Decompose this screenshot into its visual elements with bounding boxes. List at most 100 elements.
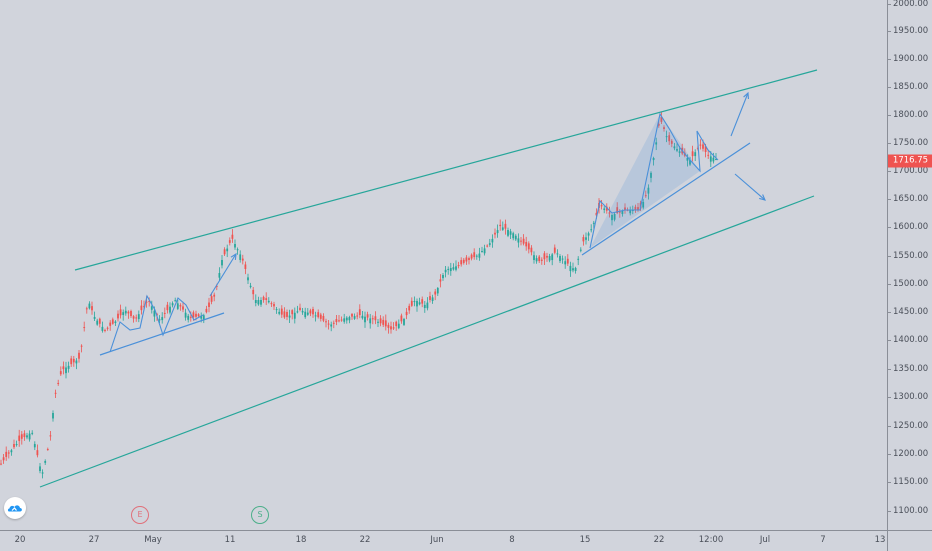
candle-body <box>561 258 564 260</box>
candle-body <box>314 315 317 317</box>
candle-body <box>239 254 242 260</box>
candle-body <box>408 305 411 311</box>
candle-body <box>39 466 41 472</box>
candle-body <box>709 156 712 162</box>
candle-body <box>234 244 236 248</box>
candle-body <box>163 312 166 314</box>
candle-body <box>241 258 244 261</box>
candle-body <box>712 157 715 162</box>
candle-body <box>457 265 460 267</box>
candle-body <box>215 285 218 287</box>
candle-body <box>189 316 192 318</box>
price-tick: 1100.00 <box>887 506 929 516</box>
candle-body <box>49 435 52 437</box>
candle-body <box>699 144 702 146</box>
candle-body <box>213 294 216 297</box>
candle-body <box>325 321 327 323</box>
channel-upper-line <box>74 69 818 271</box>
candle-body <box>88 303 91 309</box>
candle-body <box>257 300 260 305</box>
down-arrow-breakdown-head <box>759 194 766 201</box>
up-arrow-early-shaft <box>209 253 237 297</box>
candle-body <box>166 304 169 311</box>
candle-body <box>306 312 309 315</box>
candle-body <box>361 315 364 319</box>
candle-body <box>605 206 608 211</box>
price-tick: 1500.00 <box>887 279 929 289</box>
candle-body <box>657 123 660 126</box>
candle-body <box>371 318 374 320</box>
candle-body <box>530 247 533 253</box>
candle-body <box>137 314 140 320</box>
candle-body <box>704 146 707 152</box>
candle-body <box>520 240 522 242</box>
chart-area[interactable]: E S <box>0 0 887 530</box>
candle-body <box>694 152 697 157</box>
candle-body <box>179 305 182 307</box>
candle-body <box>356 315 359 317</box>
candle-body <box>421 299 424 304</box>
candle-body <box>15 444 18 446</box>
candle-body <box>169 306 171 313</box>
price-tick: 1250.00 <box>887 421 929 431</box>
candle-body <box>351 314 353 317</box>
candle-body <box>345 317 348 321</box>
time-tick: 11 <box>224 535 236 545</box>
candle-body <box>335 319 338 323</box>
price-tick: 1150.00 <box>887 477 929 487</box>
candle-body <box>5 451 8 457</box>
candle-body <box>369 318 372 324</box>
candle-body <box>504 223 507 229</box>
candle-body <box>140 305 143 311</box>
pattern-zigzag <box>109 294 204 353</box>
candle-body <box>26 435 28 438</box>
candle-body <box>75 360 78 364</box>
time-axis[interactable]: 20 27 May 11 18 22 Jun 8 15 22 12:00 Jul… <box>0 530 887 551</box>
candle-body <box>577 258 580 260</box>
split-marker[interactable]: S <box>251 506 269 524</box>
candle-body <box>525 241 528 247</box>
candle-body <box>556 253 559 255</box>
candle-body <box>527 243 530 250</box>
candle-body <box>507 230 509 236</box>
cloud-logo-icon[interactable] <box>4 497 26 519</box>
candle-body <box>397 323 400 329</box>
candle-body <box>0 463 2 465</box>
candle-body <box>663 127 665 129</box>
candle-body <box>208 302 210 307</box>
candle-body <box>621 211 624 215</box>
candle-body <box>46 449 49 451</box>
candle-body <box>171 303 174 306</box>
pattern-zigzag <box>589 112 719 249</box>
candle-body <box>652 158 655 161</box>
up-arrow-breakout-shaft <box>730 92 749 137</box>
candle-body <box>54 392 57 394</box>
candle-body <box>538 256 541 262</box>
candle-body <box>252 289 255 295</box>
candle-body <box>247 277 249 281</box>
candle-body <box>587 233 590 236</box>
candle-body <box>423 304 426 309</box>
candle-body <box>431 297 434 301</box>
pattern-support-line <box>99 312 225 356</box>
candle-body <box>655 142 658 145</box>
price-axis[interactable]: 2000.00 1950.00 1900.00 1850.00 1800.00 … <box>887 0 932 530</box>
candle-body <box>579 249 582 251</box>
candle-body <box>72 358 75 363</box>
candle-body <box>382 319 385 325</box>
candle-body <box>20 434 23 439</box>
candle-body <box>439 279 442 282</box>
candle-body <box>104 329 106 331</box>
candle-body <box>715 159 717 160</box>
candle-body <box>348 317 351 321</box>
candle-body <box>262 296 265 300</box>
candle-body <box>31 432 34 434</box>
up-arrow-breakout-head <box>743 91 749 100</box>
price-chart[interactable] <box>0 0 887 530</box>
candle-body <box>400 315 403 322</box>
candle-body <box>553 247 556 253</box>
candle-body <box>395 321 398 327</box>
earnings-marker[interactable]: E <box>131 506 149 524</box>
time-tick: 27 <box>88 535 100 545</box>
candle-body <box>436 288 439 294</box>
